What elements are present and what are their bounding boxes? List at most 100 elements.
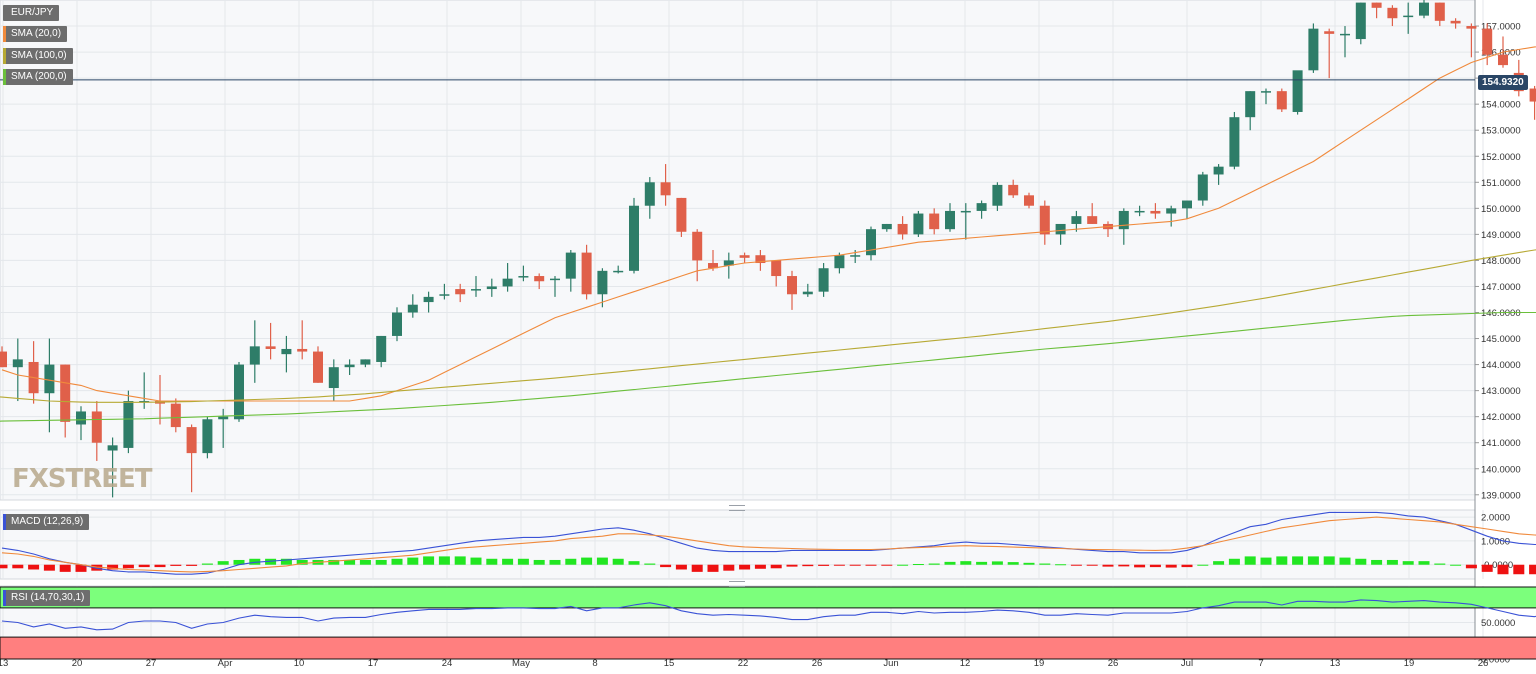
x-tick-label: May [512, 658, 530, 669]
sma100-legend[interactable]: SMA (100,0) [3, 48, 73, 64]
candle-body [1213, 166, 1224, 175]
macd-histogram-bar [596, 557, 608, 565]
candle-body [1482, 28, 1493, 55]
macd-histogram-bar [1307, 556, 1319, 565]
candle-body [344, 364, 355, 368]
macd-histogram-bar [802, 564, 814, 567]
candle-body [897, 223, 908, 235]
candle-body [439, 294, 450, 296]
macd-histogram-bar [1039, 563, 1051, 565]
candle-body [597, 270, 608, 295]
candle-body [992, 184, 1003, 206]
candle-body [660, 182, 671, 196]
x-tick-label: 22 [738, 658, 749, 669]
macd-histogram-bar [723, 564, 735, 571]
x-tick-label: Jul [1181, 658, 1193, 669]
candle-body [44, 364, 55, 394]
candle-body [1150, 210, 1161, 214]
macd-histogram-bar [849, 564, 861, 566]
candle-body [265, 346, 276, 349]
candle-body [360, 359, 371, 365]
macd-histogram-bar [1086, 564, 1098, 566]
candle-body [692, 231, 703, 261]
candle-body [60, 364, 71, 422]
y-tick-label: 149.0000 [1481, 230, 1521, 241]
sma20-legend[interactable]: SMA (20,0) [3, 26, 68, 42]
candle-body [218, 416, 229, 420]
macd-histogram-bar [486, 558, 498, 565]
macd-pane-background [0, 509, 1476, 580]
candle-body [76, 411, 86, 425]
y-tick-label: 154.0000 [1481, 100, 1521, 111]
macd-histogram-bar [549, 559, 561, 565]
pane-splitter-handle[interactable] [729, 581, 745, 587]
macd-histogram-bar [1465, 564, 1477, 569]
x-tick-label: 24 [442, 658, 453, 669]
macd-histogram-bar [280, 558, 292, 565]
y-tick-label: 143.0000 [1481, 386, 1521, 397]
macd-histogram-bar [1418, 561, 1430, 565]
candle-body [676, 197, 687, 232]
macd-histogram-bar [1007, 562, 1019, 565]
y-tick-label: 140.0000 [1481, 464, 1521, 475]
y-tick-label: 144.0000 [1481, 360, 1521, 371]
macd-legend-label: MACD (12,26,9) [11, 516, 84, 527]
macd-histogram-bar [976, 561, 988, 565]
rsi-overbought-zone [0, 586, 1536, 609]
candle-body [1450, 20, 1461, 24]
macd-histogram-bar [691, 564, 703, 572]
macd-histogram-bar [186, 564, 198, 566]
sma100-swatch [3, 48, 6, 64]
macd-histogram-bar [1149, 564, 1161, 568]
macd-histogram-bar [739, 564, 751, 570]
macd-swatch [3, 514, 6, 530]
macd-histogram-bar [107, 564, 119, 570]
x-tick-label: 15 [664, 658, 675, 669]
macd-histogram-bar [217, 561, 229, 565]
symbol-legend[interactable]: EUR/JPY [3, 5, 60, 21]
candle-body [1324, 31, 1335, 34]
sma200-legend[interactable]: SMA (200,0) [3, 69, 73, 85]
candle-body [550, 278, 560, 281]
macd-histogram-bar [770, 564, 782, 569]
macd-histogram-bar [470, 557, 482, 565]
y-tick-label: 152.0000 [1481, 152, 1521, 163]
candle-body [407, 304, 418, 313]
rsi-line [1, 599, 1536, 631]
pane-splitter-handle[interactable] [729, 505, 745, 511]
candle-body [1292, 70, 1303, 112]
candle-body [1039, 205, 1050, 235]
macd-histogram-bar [0, 564, 8, 569]
sma200-swatch [3, 69, 6, 85]
candle-body [1118, 210, 1129, 230]
candle-body [455, 289, 466, 295]
rsi-legend[interactable]: RSI (14,70,30,1) [3, 590, 91, 606]
candle-body [1434, 2, 1445, 21]
macd-histogram-bar [1371, 559, 1383, 565]
candle-body [1055, 223, 1066, 235]
macd-histogram-bar [660, 564, 672, 568]
macd-y-tick-label: 1.0000 [1481, 536, 1510, 547]
macd-histogram-bar [960, 561, 972, 565]
x-tick-label: 12 [960, 658, 971, 669]
candle-body [518, 276, 529, 278]
macd-histogram-bar [1292, 556, 1304, 565]
candle-body [107, 445, 118, 451]
macd-histogram-bar [359, 559, 371, 565]
sma20-line [1, 46, 1536, 402]
candle-body [787, 276, 797, 295]
candle-body [866, 229, 876, 256]
candle-body [1166, 208, 1177, 214]
candle-body [376, 335, 387, 362]
x-tick-label: Jun [883, 658, 898, 669]
x-tick-label: 17 [368, 658, 379, 669]
macd-legend[interactable]: MACD (12,26,9) [3, 514, 90, 530]
candle-body [644, 182, 655, 206]
sma200-line [0, 311, 1536, 422]
macd-histogram-bar [1529, 564, 1536, 575]
candle-body [1498, 54, 1508, 66]
sma200-legend-label: SMA (200,0) [11, 71, 67, 82]
macd-histogram-bar [1497, 564, 1509, 575]
candle-body [708, 263, 718, 269]
